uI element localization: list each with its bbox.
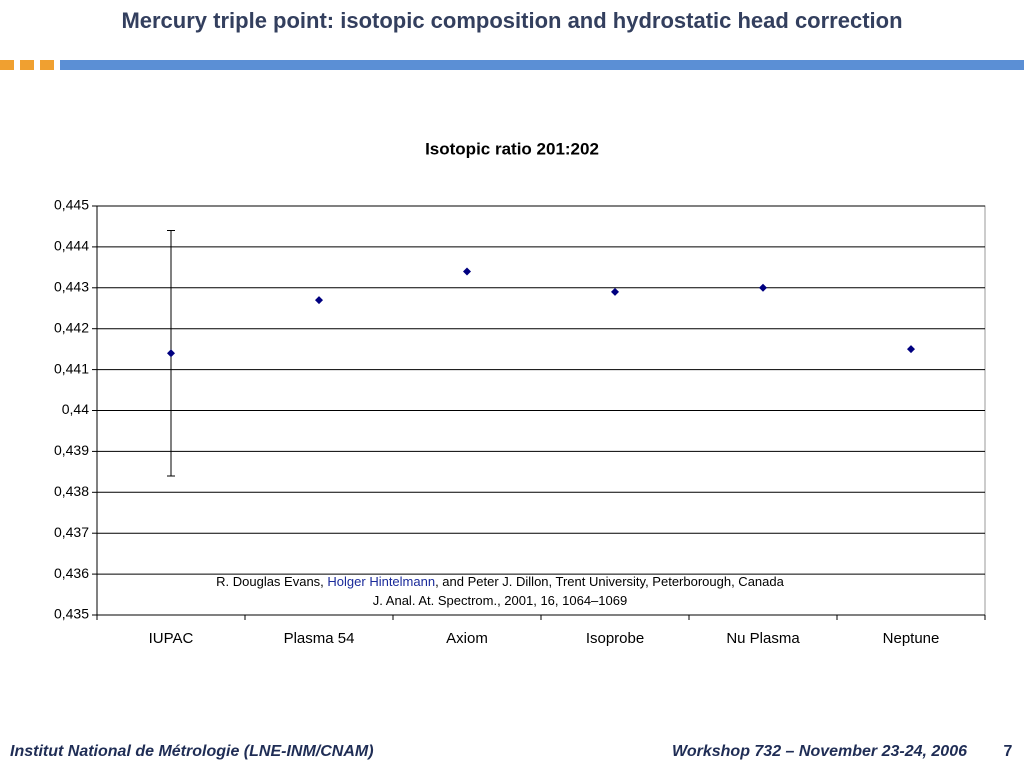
citation-part: R. Douglas Evans,: [216, 574, 327, 589]
y-tick-label: 0,436: [54, 565, 89, 581]
x-tick-label: Axiom: [446, 630, 488, 647]
header-bar: [60, 60, 1024, 70]
y-tick-label: 0,44: [62, 401, 89, 417]
data-point: [167, 349, 175, 358]
deco-square: [20, 60, 34, 70]
citation-part: J. Anal. At. Spectrom., 2001, 16, 1064–1…: [373, 593, 627, 608]
data-point: [611, 287, 619, 296]
chart-title: Isotopic ratio 201:202: [425, 139, 599, 158]
x-tick-label: Isoprobe: [586, 630, 644, 647]
y-tick-label: 0,439: [54, 442, 89, 458]
x-tick-label: Neptune: [883, 630, 940, 647]
data-point: [315, 296, 323, 305]
data-point: [463, 267, 471, 276]
slide-title: Mercury triple point: isotopic compositi…: [121, 8, 902, 33]
x-tick-label: Plasma 54: [284, 630, 355, 647]
citation-part: Holger Hintelmann: [327, 574, 435, 589]
y-tick-label: 0,441: [54, 360, 89, 376]
data-point: [759, 283, 767, 292]
y-tick-label: 0,444: [54, 238, 89, 254]
citation-part: , and Peter J. Dillon, Trent University,…: [435, 574, 785, 589]
x-tick-label: Nu Plasma: [726, 630, 800, 647]
y-tick-label: 0,437: [54, 524, 89, 540]
deco-square: [0, 60, 14, 70]
y-tick-label: 0,445: [54, 197, 89, 213]
y-tick-label: 0,435: [54, 606, 89, 622]
x-tick-label: IUPAC: [149, 630, 194, 647]
data-point: [907, 345, 915, 354]
citation: R. Douglas Evans, Holger Hintelmann, and…: [216, 574, 784, 589]
y-tick-label: 0,442: [54, 319, 89, 335]
footer-right: Workshop 732 – November 23-24, 2006: [672, 743, 967, 760]
footer-left: Institut National de Métrologie (LNE-INM…: [10, 743, 374, 760]
citation: J. Anal. At. Spectrom., 2001, 16, 1064–1…: [373, 593, 627, 608]
page-number: 7: [1004, 743, 1013, 760]
y-tick-label: 0,438: [54, 483, 89, 499]
deco-square: [40, 60, 54, 70]
y-tick-label: 0,443: [54, 279, 89, 295]
